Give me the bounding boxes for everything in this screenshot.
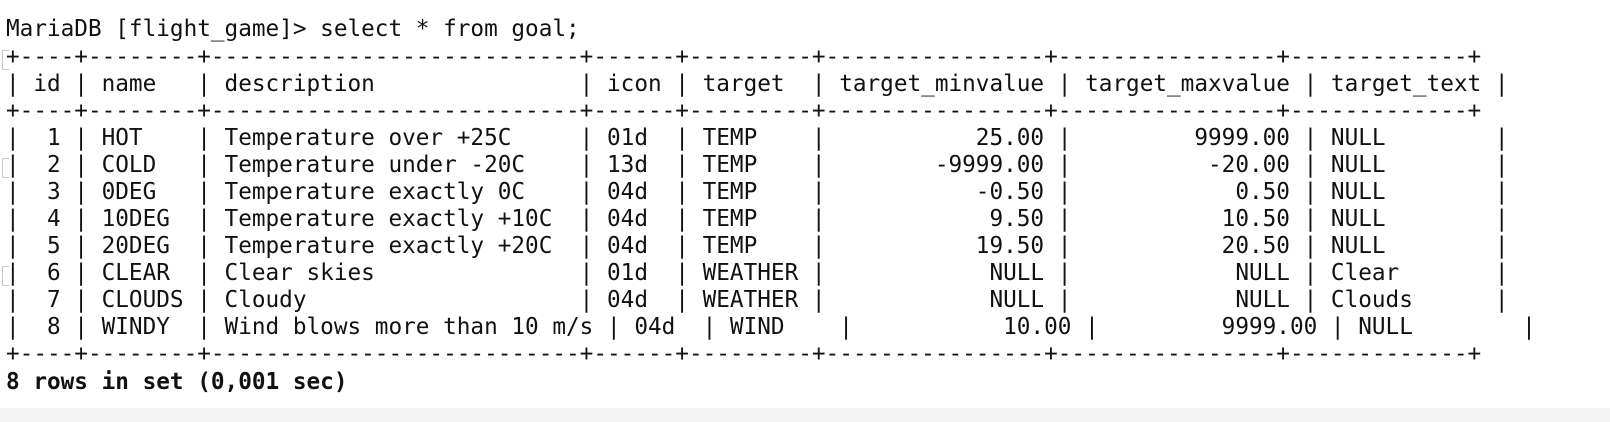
table-row: | 2 | COLD | Temperature under -20C | 13… [6,152,1509,178]
table-row: | 4 | 10DEG | Temperature exactly +10C |… [6,206,1509,232]
table-border-header: +----+--------+-------------------------… [6,98,1482,124]
table-row: | 8 | WINDY | Wind blows more than 10 m/… [6,314,1536,340]
table-row: | 7 | CLOUDS | Cloudy | 04d | WEATHER | … [6,287,1509,313]
table-border-bottom: +----+--------+-------------------------… [6,341,1482,367]
gutter-mark [2,50,9,70]
result-summary: 8 rows in set (0,001 sec) [6,369,348,395]
gutter-mark [2,266,9,286]
table-row: | 1 | HOT | Temperature over +25C | 01d … [6,125,1509,151]
table-row: | 6 | CLEAR | Clear skies | 01d | WEATHE… [6,260,1509,286]
sql-prompt-line: MariaDB [flight_game]> select * from goa… [6,16,580,42]
table-border-top: +----+--------+-------------------------… [6,44,1482,70]
table-header-row: | id | name | description | icon | targe… [6,71,1509,97]
table-row: | 5 | 20DEG | Temperature exactly +20C |… [6,233,1509,259]
gutter-mark [2,158,9,178]
bottom-bar [0,408,1610,422]
table-row: | 3 | 0DEG | Temperature exactly 0C | 04… [6,179,1509,205]
